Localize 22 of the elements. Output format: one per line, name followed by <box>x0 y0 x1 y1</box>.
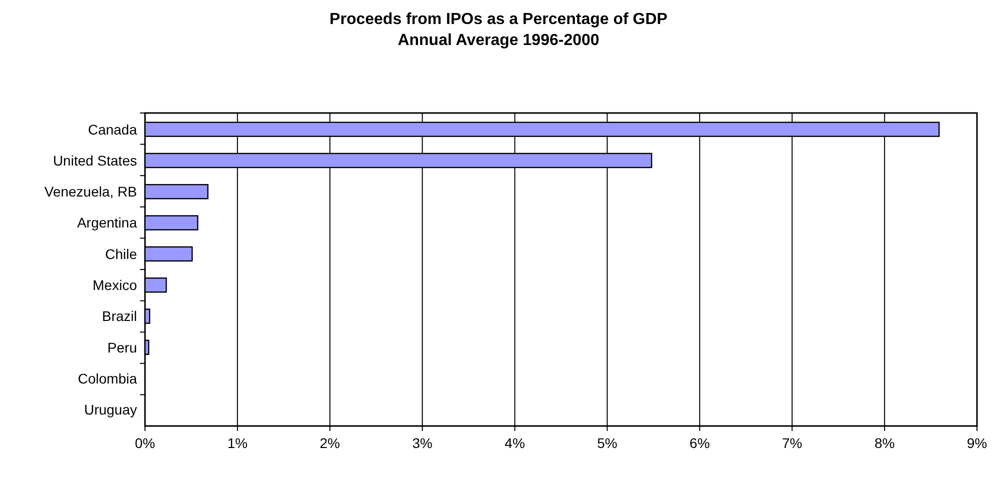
chart-title: Proceeds from IPOs as a Percentage of GDP <box>330 11 668 28</box>
y-tick-label: Mexico <box>92 276 138 293</box>
x-tick-label: 0% <box>134 435 156 451</box>
y-tick-label: Peru <box>107 339 137 356</box>
y-tick-label: United States <box>52 152 137 168</box>
y-tick-label: Chile <box>105 246 138 262</box>
y-tick-label: Colombia <box>78 370 138 386</box>
x-tick-label: 1% <box>227 435 248 451</box>
y-tick-label: Argentina <box>77 214 138 231</box>
x-tick-label: 6% <box>690 435 710 451</box>
x-tick-label: 9% <box>966 435 988 451</box>
y-tick-label: Venezuela, RB <box>44 184 137 200</box>
y-tick-label: Uruguay <box>84 402 137 418</box>
y-tick-label: Canada <box>88 121 138 138</box>
x-tick-label: 8% <box>874 435 895 451</box>
y-tick-label: Brazil <box>102 308 137 324</box>
x-tick-label: 2% <box>320 435 340 451</box>
x-tick-label: 3% <box>412 435 432 451</box>
x-tick-label: 5% <box>597 435 618 451</box>
x-tick-label: 4% <box>504 435 525 451</box>
chart-subtitle: Annual Average 1996-2000 <box>398 32 600 49</box>
x-tick-label: 7% <box>782 435 802 451</box>
